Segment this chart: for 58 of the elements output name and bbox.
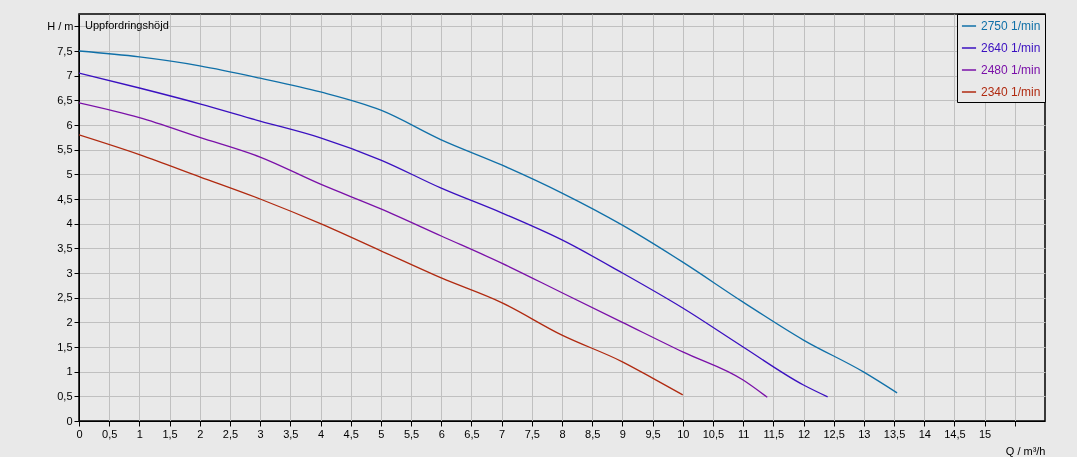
y-tick-label: 3,5 [57,241,73,254]
x-tick-label: 7,5 [524,427,540,440]
line-series [79,134,684,396]
y-tick-label: 7,5 [57,44,73,57]
y-tick-label: 1,5 [57,340,73,353]
x-tick-label: 1,5 [162,427,178,440]
y-tick-label: 0 [66,414,73,427]
x-tick-label: 11 [737,427,750,440]
y-tick-label: 6,5 [57,93,73,106]
x-tick-label: 11,5 [763,427,785,440]
x-tick-label: 3 [257,427,264,440]
x-tick-label: 5,5 [403,427,420,440]
y-tick-label: 7 [66,69,73,82]
legend-label: 2750 1/min [981,19,1041,33]
legend-label: 2340 1/min [981,85,1041,99]
y-tick-label: 3 [66,266,73,279]
x-tick-label: 1 [136,427,143,440]
x-tick-label: 2 [197,427,204,440]
line-series [79,102,768,398]
y-tick-label: 5 [66,167,73,180]
legend-label: 2480 1/min [981,63,1041,77]
x-tick-label: 6,5 [464,427,480,440]
x-tick-label: 0,5 [102,427,118,440]
y-tick-label: 6 [66,118,73,131]
x-tick-label: 9 [619,427,626,440]
x-tick-label: 12,5 [823,427,845,440]
x-tick-label: 7 [499,427,506,440]
y-tick-label: 0,5 [57,389,73,402]
x-tick-label: 8,5 [585,427,601,440]
x-tick-label: 10,5 [702,427,725,440]
x-tick-label: 0 [76,427,83,440]
x-tick-label: 13,5 [883,427,906,440]
x-tick-label: 4 [317,427,325,440]
x-tick-label: 13 [858,427,871,440]
x-tick-label: 14,5 [944,427,966,440]
y-tick-label: 1 [66,365,73,378]
y-tick-label: 4 [66,217,73,230]
x-tick-label: 14 [918,427,931,440]
x-tick-label: 8 [559,427,566,440]
y-tick-label: 5,5 [57,143,73,156]
chart-title: Uppfordringshöjd [85,19,169,32]
y-axis-title: H / m [47,19,74,32]
x-tick-label: 9,5 [645,427,661,440]
y-tick-label: 2 [66,315,73,328]
x-tick-label: 4,5 [343,427,359,440]
x-tick-label: 10 [677,427,690,440]
y-tick-label: 2,5 [57,291,73,304]
line-series [79,50,898,394]
x-tick-label: 3,5 [283,427,299,440]
x-tick-label: 6 [438,427,445,440]
y-tick-label: 4,5 [57,192,73,205]
line-series [79,72,829,398]
x-tick-label: 12 [797,427,811,440]
x-axis-title: Q / m³/h [1005,444,1046,457]
x-tick-label: 2,5 [222,427,239,440]
legend-label: 2640 1/min [981,41,1041,55]
x-tick-label: 15 [979,427,992,440]
x-tick-label: 5 [378,427,385,440]
